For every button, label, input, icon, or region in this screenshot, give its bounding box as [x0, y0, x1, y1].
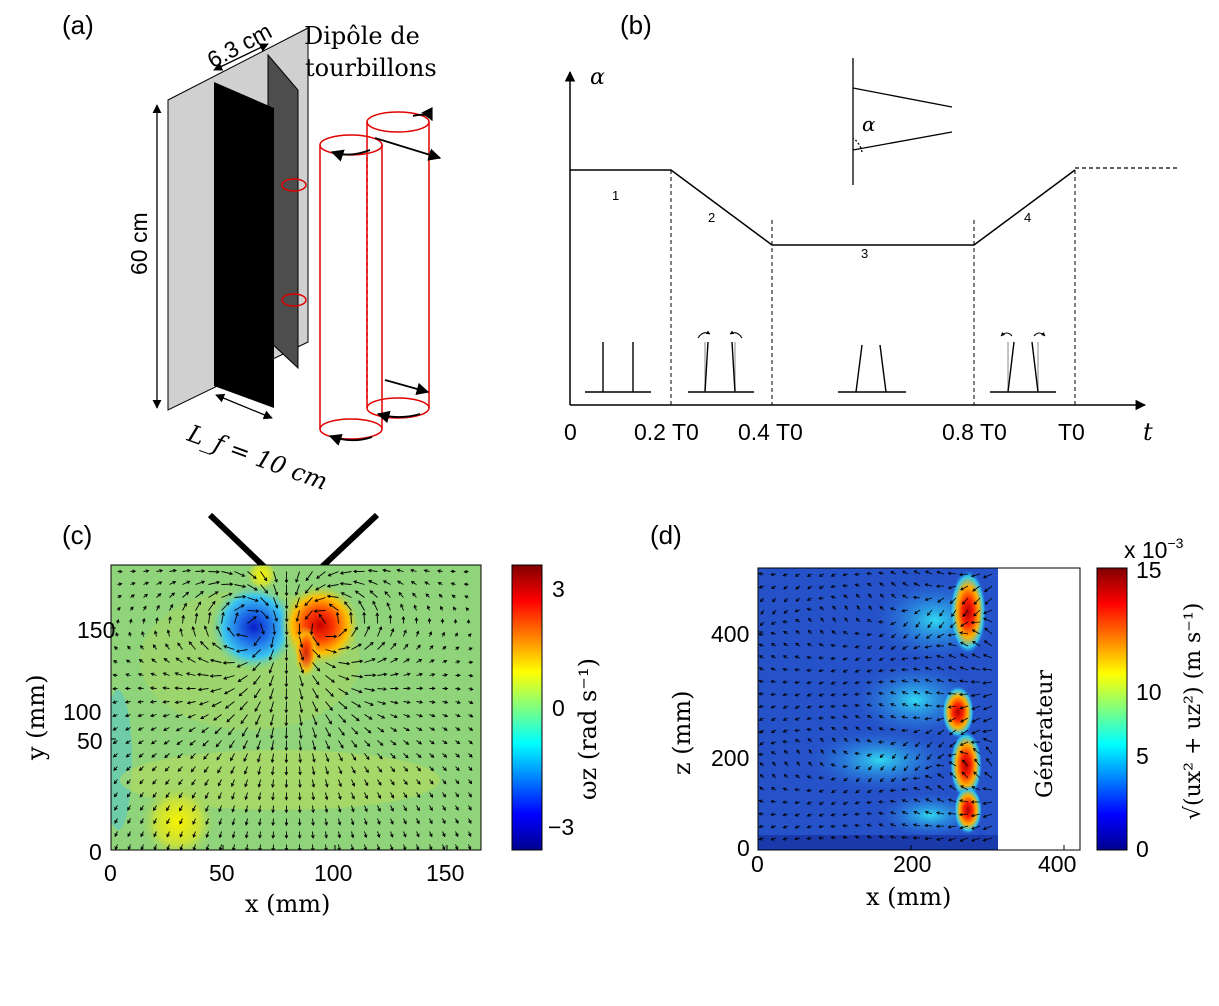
- phase-label-3: 3: [861, 246, 868, 261]
- c-colorbar-label: ωz (rad s⁻¹): [574, 658, 602, 800]
- c-cbar-tick-neg: −3: [548, 814, 574, 840]
- c-cbar-tick-pos: 3: [552, 576, 565, 602]
- d-cbar-exponent: x 10−3: [1124, 535, 1184, 563]
- angle-inset: [852, 58, 953, 185]
- c-xtick-0: 0: [104, 860, 117, 886]
- c-ytick-100: 100: [63, 699, 101, 725]
- time-tick-3: 0.8 T0: [942, 419, 1007, 445]
- time-tick-2: 0.4 T0: [738, 419, 803, 445]
- panel-b: (b) α t 1 2 3 4 0 0.2 T0 0.4 T0 0.8 T0 T…: [564, 10, 1178, 446]
- d-xtick-200: 200: [893, 851, 931, 877]
- phase-label-2: 2: [708, 210, 715, 225]
- panel-b-label: (b): [620, 10, 652, 40]
- corner-vorticity-patch: [140, 784, 216, 850]
- dipole-title-line2: tourbillons: [305, 54, 437, 82]
- c-ytick-0: 0: [89, 839, 102, 865]
- panel-c: (c) 0 50 100 150 0: [22, 512, 602, 918]
- c-cbar-tick-zero: 0: [552, 695, 565, 721]
- c-ytick-150: 150: [77, 617, 115, 643]
- dipole-title-line1: Dipôle de: [304, 22, 420, 50]
- panel-d: (d) Générateur 0 200 400 0 200 400 x (: [650, 520, 1206, 911]
- front-plate: [214, 82, 274, 408]
- d-ytick-0: 0: [737, 835, 750, 861]
- panel-a: (a) 6.3 cm 60 cm L_f = 10 cm Dipôle de t…: [62, 10, 442, 496]
- top-vorticity-patch: [246, 565, 278, 591]
- dim-length-arrow: [215, 393, 273, 420]
- alpha-profile-line: [570, 169, 1076, 246]
- flap-sketch-1: [585, 342, 651, 393]
- hot-spot-2: [942, 686, 974, 738]
- time-tick-0: 0: [564, 419, 577, 445]
- c-xtick-50: 50: [209, 860, 235, 886]
- panel-a-label: (a): [62, 10, 94, 40]
- d-cbar-tick-15: 15: [1136, 557, 1162, 583]
- d-xlabel: x (mm): [866, 883, 951, 911]
- d-xtick-0: 0: [751, 851, 764, 877]
- d-velocity-vectors: [758, 570, 993, 842]
- d-colorbar-label: √(ux² + uz²) (m s⁻¹): [1181, 603, 1206, 820]
- vortex-cylinders: [319, 111, 430, 440]
- d-ytick-200: 200: [711, 745, 749, 771]
- rotation-marker-top: [281, 178, 307, 307]
- d-cyan-region-low: [810, 730, 950, 790]
- panel-c-label: (c): [62, 520, 92, 550]
- d-axes-frame: [757, 567, 1081, 851]
- c-ylabel: y (mm): [22, 675, 50, 761]
- c-ytick-50: 50: [77, 728, 103, 754]
- d-cbar-tick-5: 5: [1136, 743, 1149, 769]
- hot-spot-3: [950, 731, 982, 799]
- generator-region: [998, 568, 1080, 850]
- flap-sketch-2: [688, 330, 754, 393]
- c-xtick-100: 100: [314, 860, 352, 886]
- phase-label-4: 4: [1024, 210, 1031, 225]
- flap-sketch-3: [838, 344, 906, 393]
- dim-width-arrow: [213, 43, 269, 71]
- positive-vortex-core: [280, 585, 360, 665]
- c-velocity-vectors: [112, 568, 474, 850]
- c-xtick-150: 150: [426, 860, 464, 886]
- inset-angle-label: α: [862, 112, 876, 136]
- d-colorbar: [1096, 567, 1128, 851]
- d-xtick-400: 400: [1038, 851, 1076, 877]
- phase-separators: [670, 170, 1076, 405]
- vortex-arrows: [328, 107, 442, 446]
- d-ylabel: z (mm): [668, 690, 696, 775]
- generator-label: Générateur: [1033, 670, 1058, 798]
- phase-label-1: 1: [612, 188, 619, 203]
- hot-spot-4: [954, 786, 982, 834]
- c-axes-frame: [110, 564, 482, 851]
- c-xlabel: x (mm): [245, 890, 330, 918]
- d-ytick-400: 400: [711, 621, 749, 647]
- dim-height-label: 60 cm: [126, 212, 152, 275]
- time-tick-4: T0: [1058, 419, 1085, 445]
- panel-d-label: (d): [650, 520, 682, 550]
- flap-sketch-4: [990, 332, 1056, 393]
- d-axis-ticks: [757, 631, 1065, 850]
- c-axis-ticks: [110, 627, 448, 851]
- d-cbar-tick-0: 0: [1136, 836, 1149, 862]
- d-cbar-tick-10: 10: [1136, 679, 1162, 705]
- hot-spot-1: [950, 570, 986, 654]
- dim-length-label: L_f = 10 cm: [183, 419, 331, 496]
- b-x-axis-label: t: [1143, 418, 1153, 446]
- time-tick-1: 0.2 T0: [634, 419, 699, 445]
- c-colorbar: [511, 564, 543, 851]
- d-bottom-band: [758, 835, 998, 850]
- b-y-axis-label: α: [590, 65, 605, 90]
